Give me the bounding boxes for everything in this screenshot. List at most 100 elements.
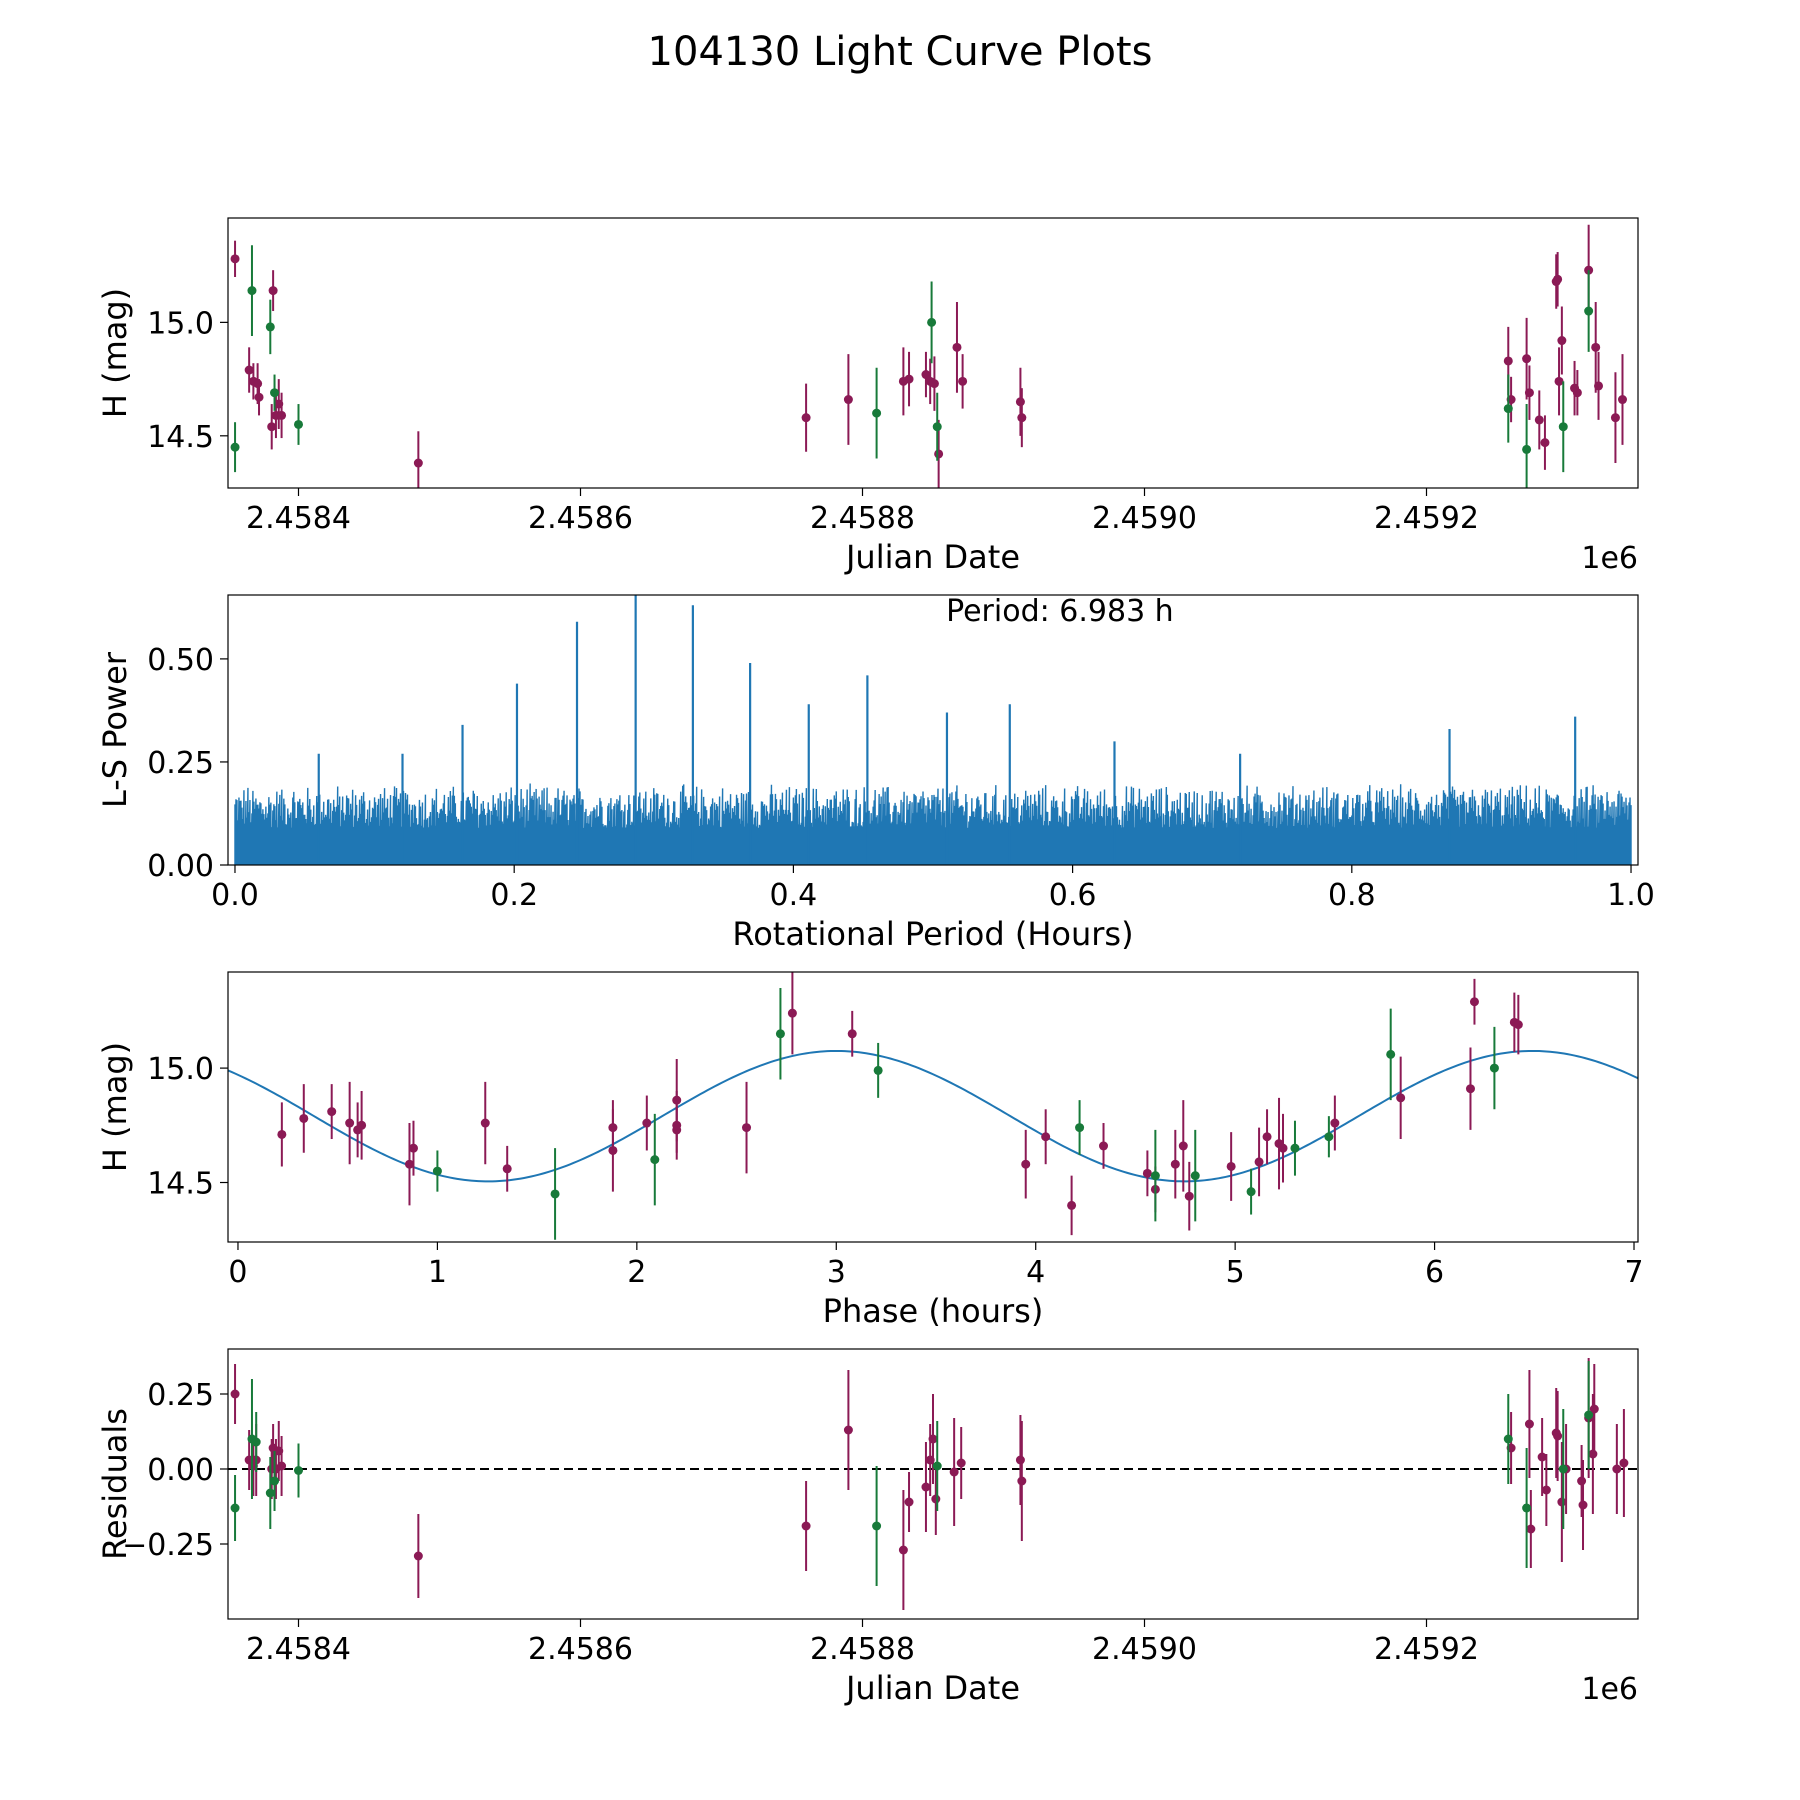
data-point <box>932 1461 942 1471</box>
data-point <box>1594 381 1604 391</box>
data-point <box>1619 1458 1629 1468</box>
data-point <box>1522 354 1532 364</box>
data-point <box>550 1189 560 1199</box>
data-point <box>898 1545 908 1555</box>
data-point <box>1386 1049 1396 1059</box>
data-point <box>952 342 962 352</box>
data-point <box>1067 1200 1077 1210</box>
x-tick-label: 0.6 <box>1049 878 1097 913</box>
data-point <box>502 1164 512 1174</box>
data-point <box>843 395 853 405</box>
x-tick-label: 4 <box>1026 1255 1045 1290</box>
data-point <box>1610 413 1620 423</box>
y-tick-label: 15.0 <box>147 306 214 341</box>
data-point <box>1557 1497 1567 1507</box>
data-point <box>404 1159 414 1169</box>
data-point <box>801 1521 811 1531</box>
y-tick-label: 0.25 <box>147 746 214 781</box>
x-tick-label: 0.2 <box>490 878 538 913</box>
plot-area <box>228 972 1638 1240</box>
x-tick-label: 2 <box>627 1255 646 1290</box>
data-point <box>1142 1168 1152 1178</box>
data-point <box>1150 1171 1160 1181</box>
y-tick-label: 0.00 <box>147 1453 214 1488</box>
x-tick-label: 3 <box>827 1255 846 1290</box>
data-point <box>1584 1410 1594 1420</box>
data-point <box>413 1551 423 1561</box>
period-annotation: Period: 6.983 h <box>946 594 1174 629</box>
x-tick-label: 2.4588 <box>810 1632 915 1667</box>
data-point <box>928 1434 938 1444</box>
data-point <box>1469 997 1479 1007</box>
panel-phase: 0 1 2 3 4 5 6 7 14.5 15.0 Phase (hours) H (mag) <box>96 971 1644 1330</box>
data-point <box>1017 413 1027 423</box>
y-tick-label: 0.50 <box>147 643 214 678</box>
data-point <box>357 1120 367 1130</box>
data-point <box>958 376 968 386</box>
data-point <box>1021 1159 1031 1169</box>
data-point <box>1537 1452 1547 1462</box>
x-tick-label: 2.4586 <box>528 1632 633 1667</box>
data-point <box>1262 1132 1272 1142</box>
data-point <box>1099 1141 1109 1151</box>
x-tick-label: 2.4592 <box>1374 501 1479 536</box>
data-point <box>742 1123 752 1133</box>
data-point <box>847 1029 857 1039</box>
x-tick-label: 0.4 <box>770 878 818 913</box>
data-point <box>1557 336 1567 346</box>
data-point <box>1015 1455 1025 1465</box>
data-point <box>267 422 277 432</box>
x-tick-label: 1.0 <box>1607 878 1655 913</box>
data-point <box>1578 1500 1588 1510</box>
data-point <box>1330 1118 1340 1128</box>
y-axis-label: H (mag) <box>96 288 134 418</box>
data-point <box>1075 1123 1085 1133</box>
data-point <box>775 1029 785 1039</box>
data-point <box>1524 388 1534 398</box>
data-point <box>345 1118 355 1128</box>
data-point <box>1553 1431 1563 1441</box>
x-axis-label: Rotational Period (Hours) <box>732 915 1133 953</box>
data-point <box>1254 1157 1264 1167</box>
data-point <box>873 1065 883 1075</box>
x-tick-label: 7 <box>1624 1255 1643 1290</box>
x-offset-label: 1e6 <box>1581 541 1638 576</box>
data-point <box>277 1129 287 1139</box>
data-point <box>1184 1191 1194 1201</box>
data-point <box>1017 1476 1027 1486</box>
data-point <box>294 1466 303 1475</box>
axes-frame <box>227 971 1639 1243</box>
data-point <box>1612 1464 1622 1474</box>
y-tick-label: 0.25 <box>147 1378 214 1413</box>
data-point <box>1534 415 1544 425</box>
data-point <box>1558 1464 1568 1474</box>
data-point <box>253 379 263 389</box>
data-point <box>1522 1503 1532 1513</box>
data-point <box>265 1488 275 1498</box>
x-axis-label: Julian Date <box>844 538 1020 576</box>
data-point <box>432 1166 442 1176</box>
y-axis-label: L-S Power <box>96 651 134 808</box>
data-point <box>949 1467 959 1477</box>
data-point <box>1503 404 1513 414</box>
data-point <box>247 286 257 296</box>
x-tick-label: 2.4590 <box>1092 501 1197 536</box>
data-point <box>277 1461 287 1471</box>
data-point <box>1541 1485 1551 1495</box>
plot-area <box>230 224 1627 488</box>
data-point <box>1553 274 1563 284</box>
panel-res: 2.4584 2.4586 2.4588 2.4590 2.4592 −0.25 0.00 0… <box>96 1348 1639 1707</box>
data-point <box>1170 1159 1180 1169</box>
data-point <box>1489 1063 1499 1073</box>
data-point <box>1015 397 1025 407</box>
axes-frame <box>227 594 1639 866</box>
figure-title: 104130 Light Curve Plots <box>648 29 1153 75</box>
data-point <box>650 1155 660 1165</box>
x-tick-label: 2.4588 <box>810 501 915 536</box>
data-point <box>277 410 287 420</box>
data-point <box>921 1482 931 1492</box>
data-point <box>1588 1449 1598 1459</box>
x-axis-label: Phase (hours) <box>823 1292 1044 1330</box>
data-point <box>921 370 931 380</box>
data-point <box>1540 438 1550 448</box>
